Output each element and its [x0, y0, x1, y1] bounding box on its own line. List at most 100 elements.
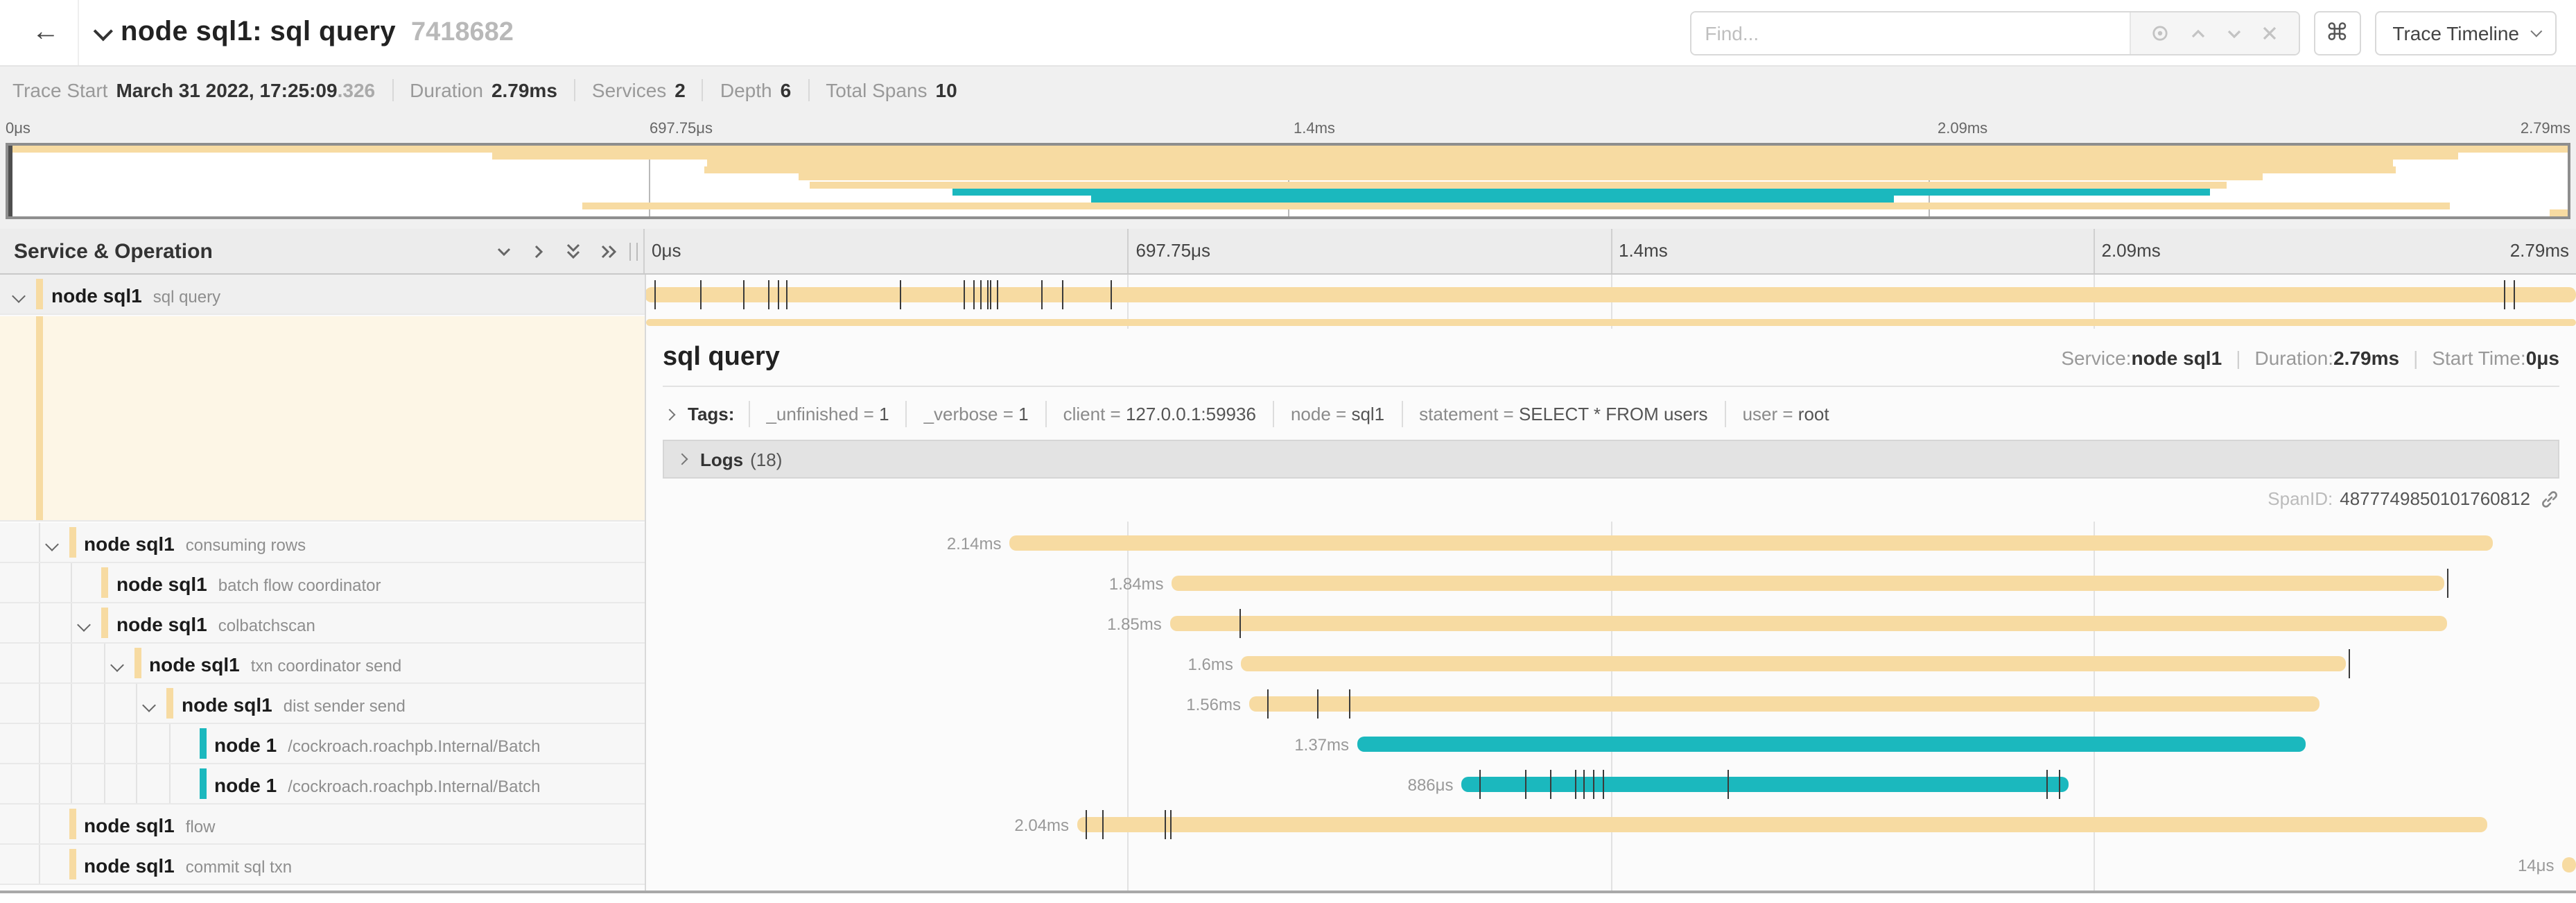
find-next-icon[interactable] — [2225, 24, 2243, 42]
tag-item: client = 127.0.0.1:59936 — [1045, 401, 1273, 427]
span-bar[interactable] — [1357, 737, 2306, 752]
log-marker-tick — [2514, 280, 2516, 309]
span-timeline-row[interactable] — [645, 275, 2576, 315]
axis-column: 0μs — [645, 229, 1128, 273]
span-duration-label: 14μs — [2517, 856, 2555, 875]
indent-guide — [71, 603, 72, 642]
expand-all-icon[interactable] — [599, 242, 618, 260]
span-row: node sql1 flow 2.04ms — [0, 805, 2576, 845]
span-bar[interactable] — [1172, 576, 2445, 591]
span-bar[interactable] — [1009, 535, 2494, 551]
log-marker-tick — [1041, 280, 1043, 309]
find-input[interactable] — [1691, 12, 2130, 54]
span-bar[interactable] — [1077, 817, 2487, 832]
span-timeline-row[interactable]: 1.84ms — [645, 563, 2576, 603]
operation-name: consuming rows — [185, 535, 306, 555]
log-marker-tick — [986, 280, 989, 309]
minimap-viewport-handle[interactable] — [8, 146, 12, 216]
trace-title-toggle[interactable]: node sql1: sql query 7418682 — [93, 0, 514, 65]
span-tree-row[interactable]: node sql1 flow — [0, 805, 645, 845]
span-timeline-row[interactable]: 886μs — [645, 764, 2576, 805]
log-marker-tick — [768, 280, 770, 309]
trace-info-bar: Trace Start March 31 2022, 17:25:09.326 Du… — [0, 67, 2576, 112]
info-label: Duration — [410, 78, 483, 101]
command-icon: ⌘ — [2325, 19, 2349, 46]
expander-chevron-icon[interactable] — [110, 658, 123, 672]
span-row: node sql1 consuming rows 2.14ms — [0, 523, 2576, 563]
span-duration-label: 2.04ms — [1014, 816, 1070, 835]
back-button[interactable]: ← — [17, 0, 75, 65]
header-divider — [78, 0, 79, 65]
minimap-axis-label: 1.4ms — [1294, 121, 1335, 137]
service-name: node sql1 consuming rows — [84, 533, 306, 555]
panel-resize-grip[interactable] — [629, 243, 638, 261]
panel-divider[interactable] — [645, 275, 646, 891]
expander-chevron-icon[interactable] — [142, 698, 156, 712]
span-timeline-row[interactable]: 2.14ms — [645, 523, 2576, 563]
span-bar[interactable] — [2562, 857, 2576, 872]
info-value: 10 — [935, 78, 957, 101]
span-timeline-row[interactable]: 14μs — [645, 845, 2576, 885]
expander-chevron-icon[interactable] — [77, 618, 91, 632]
log-marker-tick — [1550, 770, 1552, 799]
span-tree-row[interactable]: node sql1 colbatchscan — [0, 603, 645, 644]
log-marker-tick — [1583, 770, 1585, 799]
span-bar[interactable] — [1461, 777, 2069, 792]
axis-column: 2.09ms — [2093, 229, 2576, 273]
find-prev-icon[interactable] — [2188, 24, 2207, 42]
span-tree-row[interactable]: node sql1 txn coordinator send — [0, 644, 645, 684]
collapse-one-icon[interactable] — [495, 242, 513, 260]
log-marker-tick — [1728, 770, 1730, 799]
view-dropdown-label: Trace Timeline — [2392, 22, 2519, 44]
log-marker-tick — [1592, 770, 1594, 799]
keyboard-shortcuts-button[interactable]: ⌘ — [2313, 11, 2361, 55]
span-tree-row[interactable]: node 1/cockroach.roachpb.Internal/Batch — [0, 724, 645, 764]
log-marker-tick — [1110, 280, 1112, 309]
collapse-all-icon[interactable] — [564, 241, 582, 261]
trace-info-item: Depth 6 — [702, 78, 791, 101]
detail-left-backdrop — [0, 316, 645, 522]
header-controls: ⌘ Trace Timeline — [1689, 11, 2557, 55]
span-timeline-row[interactable]: 2.04ms — [645, 805, 2576, 845]
service-name: node 1/cockroach.roachpb.Internal/Batch — [214, 774, 541, 796]
span-row: node sql1 batch flow coordinator 1.84ms — [0, 563, 2576, 603]
span-timeline-row[interactable]: 1.85ms — [645, 603, 2576, 644]
trace-info-item: Total Spans 10 — [808, 78, 957, 101]
expander-chevron-icon[interactable] — [44, 538, 58, 551]
span-bar[interactable] — [1169, 616, 2447, 631]
span-tree-row[interactable]: node sql1 commit sql txn — [0, 845, 645, 885]
trace-info-item: Services 2 — [573, 78, 686, 101]
link-icon[interactable] — [2540, 489, 2559, 508]
span-bar[interactable] — [1249, 696, 2320, 712]
clear-find-icon[interactable] — [2261, 25, 2278, 42]
span-bar[interactable] — [1241, 656, 2347, 671]
indent-guide — [71, 644, 72, 682]
span-row: node sql1 txn coordinator send 1.6ms — [0, 644, 2576, 684]
log-marker-tick — [1267, 689, 1269, 719]
span-tree-row[interactable]: node sql1 dist sender send — [0, 684, 645, 724]
span-timeline-row[interactable]: 1.37ms — [645, 724, 2576, 764]
span-tree-row[interactable]: node sql1 consuming rows — [0, 523, 645, 563]
span-timeline-row[interactable]: 1.56ms — [645, 684, 2576, 724]
tags-row[interactable]: Tags: _unfinished = 1 _verbose = 1 client =… — [663, 401, 2559, 427]
span-timeline-row[interactable]: 1.6ms — [645, 644, 2576, 684]
log-marker-tick — [778, 280, 780, 309]
span-row: node sql1 colbatchscan 1.85ms — [0, 603, 2576, 644]
minimap-span-bar — [704, 166, 2396, 174]
logs-toggle-bar[interactable]: Logs (18) — [663, 440, 2559, 479]
operation-name: commit sql txn — [185, 857, 293, 877]
timeline-main: Service & Operation 0μs 697.75μs 1.4ms 2.09… — [0, 229, 2576, 893]
meta-separator: | — [2413, 347, 2419, 369]
view-dropdown-button[interactable]: Trace Timeline — [2374, 11, 2557, 55]
operation-name: txn coordinator send — [250, 656, 402, 676]
minimap-axis-label: 0μs — [6, 121, 31, 137]
span-tree-row[interactable]: node sql1 sql query — [0, 275, 645, 315]
axis-column: 1.4ms — [1610, 229, 2094, 273]
expander-chevron-icon[interactable] — [12, 289, 26, 303]
span-tree-row[interactable]: node 1/cockroach.roachpb.Internal/Batch — [0, 764, 645, 805]
minimap-canvas[interactable] — [6, 143, 2570, 219]
expand-one-icon[interactable] — [530, 242, 548, 260]
locate-icon[interactable] — [2151, 24, 2170, 43]
span-tree-row[interactable]: node sql1 batch flow coordinator — [0, 563, 645, 603]
span-bar[interactable] — [645, 287, 2576, 302]
